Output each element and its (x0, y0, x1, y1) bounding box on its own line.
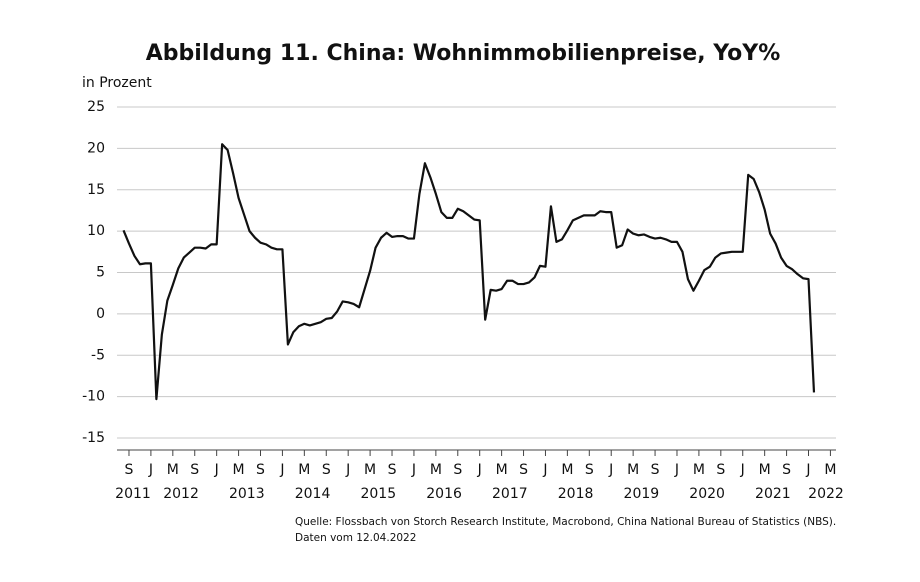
x-tick-label: S (782, 462, 791, 478)
x-tick-label: M (824, 462, 836, 478)
x-tick-label: S (453, 462, 462, 478)
y-tick-label: 5 (96, 265, 105, 281)
y-tick-label: 15 (87, 182, 105, 198)
year-label: 2013 (229, 486, 265, 502)
y-tick-label: 20 (87, 140, 105, 156)
x-tick-label: J (148, 462, 153, 478)
x-tick-label: M (693, 462, 705, 478)
x-tick-label: J (411, 462, 416, 478)
x-tick-label: S (256, 462, 265, 478)
line (122, 143, 816, 401)
year-label: 2020 (689, 486, 725, 502)
x-tick-label: S (651, 462, 660, 478)
x-tick-label: J (740, 462, 745, 478)
x-tick-label: S (585, 462, 594, 478)
x-tick-label: J (279, 462, 284, 478)
x-tick-label: M (496, 462, 508, 478)
x-tick-label: M (430, 462, 442, 478)
x-tick-label: M (298, 462, 310, 478)
y-tick-label: 10 (87, 223, 105, 239)
x-tick-label: M (167, 462, 179, 478)
year-label: 2011 (115, 486, 151, 502)
x-tick-label: S (716, 462, 725, 478)
x-tick-label: J (542, 462, 547, 478)
y-tick-label: 0 (96, 306, 105, 322)
year-label: 2014 (295, 486, 331, 502)
x-tick-label: M (364, 462, 376, 478)
y-tick-label: -15 (82, 430, 105, 446)
source: Quelle: Flossbach von Storch Research In… (295, 516, 836, 528)
year-label: 2016 (426, 486, 462, 502)
y-tick-label: 25 (87, 99, 105, 115)
year-label: 2019 (624, 486, 660, 502)
date-note: Daten vom 12.04.2022 (295, 532, 416, 544)
year-label: 2017 (492, 486, 528, 502)
x-tick-label: S (125, 462, 134, 478)
x-tick-label: M (233, 462, 245, 478)
x-tick-label: M (759, 462, 771, 478)
x-tick-label: J (674, 462, 679, 478)
y-axis-label: in Prozent (82, 75, 152, 91)
x-tick-label: S (322, 462, 331, 478)
year-label: 2018 (558, 486, 594, 502)
year-label: 2015 (360, 486, 396, 502)
y-tick-label: -10 (82, 389, 105, 405)
x-tick-label: J (214, 462, 219, 478)
x-tick-label: S (519, 462, 528, 478)
x-tick-label: J (345, 462, 350, 478)
x-tick-label: S (388, 462, 397, 478)
x-tick-label: M (627, 462, 639, 478)
x-tick-label: J (805, 462, 810, 478)
chart-title: Abbildung 11. China: Wohnimmobilienpreis… (146, 41, 781, 66)
x-tick-label: S (190, 462, 199, 478)
year-label: 2022 (808, 486, 844, 502)
x-tick-label: J (477, 462, 482, 478)
year-label: 2021 (755, 486, 791, 502)
x-tick-label: M (561, 462, 573, 478)
y-tick-label: -5 (91, 347, 105, 363)
year-label: 2012 (163, 486, 199, 502)
x-tick-label: J (608, 462, 613, 478)
